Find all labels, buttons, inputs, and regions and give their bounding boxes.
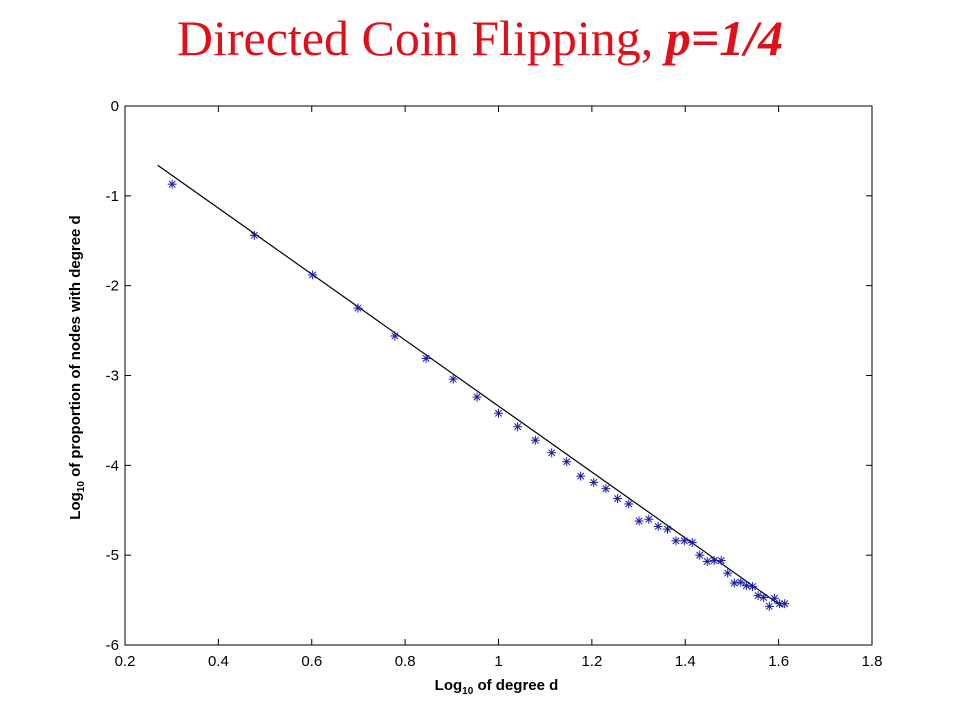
data-point — [249, 230, 259, 240]
slide-title: Directed Coin Flipping, p=1/4 — [0, 6, 960, 70]
y-axis-label-subscript: 10 — [76, 481, 87, 493]
x-tick-label: 1 — [494, 653, 502, 670]
data-point — [448, 374, 458, 384]
data-point — [747, 582, 757, 592]
data-point — [653, 521, 663, 531]
data-point — [736, 577, 746, 587]
x-tick-label: 0.6 — [301, 653, 322, 670]
x-tick-label: 0.4 — [208, 653, 229, 670]
data-point — [530, 435, 540, 445]
data-point — [494, 408, 503, 418]
x-tick-label: 0.8 — [395, 653, 416, 670]
y-tick-label: -6 — [106, 637, 119, 654]
axis-ticks — [124, 105, 873, 646]
data-point — [601, 484, 611, 494]
data-point — [764, 601, 774, 611]
y-tick-label: 0 — [111, 98, 119, 115]
data-point — [729, 578, 739, 588]
y-axis-label-base: Log — [67, 492, 84, 520]
y-tick-label: -1 — [106, 188, 119, 205]
x-axis-label: Log10 of degree d — [435, 677, 559, 697]
x-axis-label-rest: of degree d — [473, 677, 558, 694]
data-point — [576, 471, 586, 481]
data-point — [547, 448, 557, 458]
y-tick-label: -3 — [106, 368, 119, 385]
data-point — [472, 392, 482, 402]
data-points — [167, 179, 790, 611]
data-point — [723, 568, 733, 578]
x-tick-label: 0.2 — [115, 653, 136, 670]
y-tick-labels: 0 -1 -2 -3 -4 -5 -6 — [106, 98, 119, 654]
fit-line — [157, 164, 784, 608]
x-tick-label: 1.2 — [581, 653, 602, 670]
title-main: Directed Coin Flipping, — [176, 10, 666, 66]
data-point — [390, 331, 400, 341]
x-tick-label: 1.6 — [768, 653, 789, 670]
y-tick-label: -4 — [106, 457, 119, 474]
x-axis-label-base: Log — [435, 677, 463, 694]
data-point — [702, 556, 712, 566]
y-tick-label: -2 — [106, 278, 119, 295]
data-point — [695, 550, 705, 560]
data-point — [644, 514, 654, 524]
data-point — [741, 581, 751, 591]
data-point — [421, 353, 431, 363]
x-tick-label: 1.8 — [862, 653, 883, 670]
data-point — [716, 556, 726, 566]
y-tick-label: -5 — [106, 547, 119, 564]
x-tick-labels: 0.2 0.4 0.6 0.8 1 1.2 1.4 1.6 1.8 — [115, 653, 883, 670]
plot-frame — [124, 105, 873, 646]
data-point — [753, 591, 763, 601]
data-point — [513, 422, 523, 432]
data-point — [353, 303, 363, 313]
data-point — [663, 524, 673, 534]
data-point — [167, 179, 177, 189]
data-point — [769, 593, 779, 603]
data-point — [780, 599, 790, 609]
data-point — [759, 592, 769, 602]
x-tick-label: 1.4 — [675, 653, 696, 670]
data-point — [634, 516, 644, 526]
data-point — [613, 494, 623, 504]
y-axis-label: Log10 of proportion of nodes with degree… — [67, 215, 87, 519]
data-point — [562, 457, 572, 467]
title-emphasis: p=1/4 — [665, 10, 784, 66]
data-point — [679, 536, 689, 546]
x-axis-label-subscript: 10 — [462, 686, 474, 697]
y-axis-label-rest: of proportion of nodes with degree d — [67, 215, 84, 481]
data-point — [308, 270, 318, 280]
data-point — [624, 499, 634, 509]
data-point — [687, 538, 697, 548]
data-point — [671, 536, 681, 546]
data-point — [589, 477, 599, 487]
